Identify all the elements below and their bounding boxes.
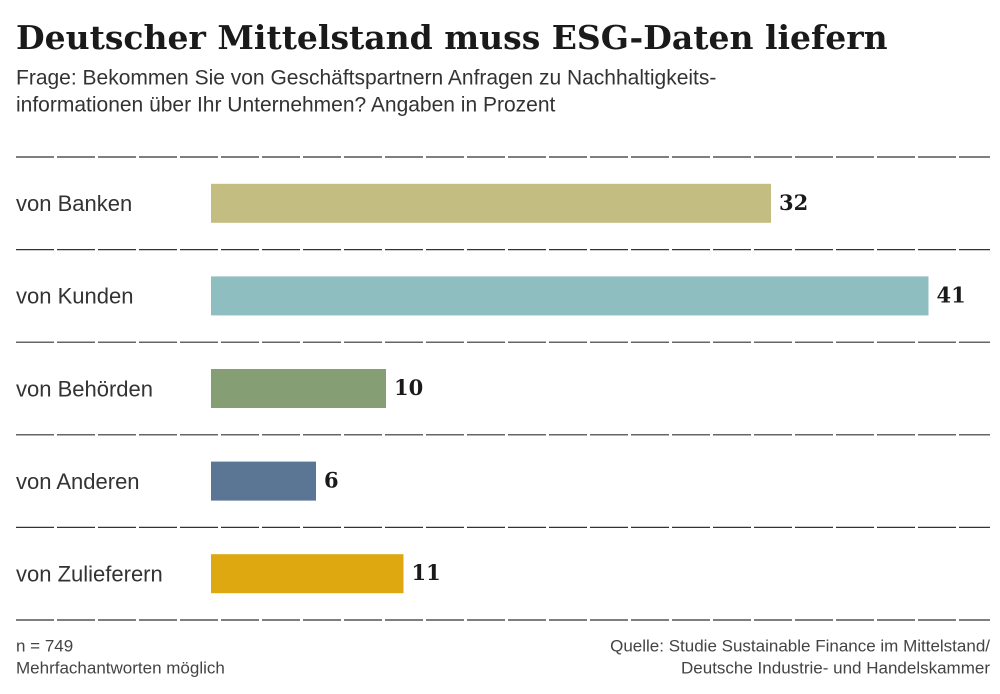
category-label: von Banken bbox=[16, 191, 132, 216]
source: Deutsche Industrie- und Handelskammer bbox=[681, 658, 990, 677]
value-label: 32 bbox=[779, 190, 808, 215]
category-label: von Kunden bbox=[16, 284, 133, 309]
subtitle: informationen über Ihr Unternehmen? Anga… bbox=[16, 94, 556, 117]
bar bbox=[211, 461, 316, 501]
source: Quelle: Studie Sustainable Finance im Mi… bbox=[610, 636, 990, 655]
note: n = 749 bbox=[16, 636, 73, 655]
value-label: 11 bbox=[412, 560, 441, 585]
value-label: 6 bbox=[324, 468, 339, 493]
subtitle: Frage: Bekommen Sie von Geschäftspartner… bbox=[16, 67, 716, 90]
chart-title: Deutscher Mittelstand muss ESG-Daten lie… bbox=[16, 18, 888, 57]
category-label: von Anderen bbox=[16, 469, 140, 494]
category-label: von Zulieferern bbox=[16, 562, 163, 587]
bar bbox=[211, 554, 404, 594]
value-label: 10 bbox=[394, 375, 423, 400]
category-label: von Behörden bbox=[16, 376, 153, 401]
value-label: 41 bbox=[937, 282, 966, 307]
bar bbox=[211, 369, 386, 408]
note: Mehrfachantworten möglich bbox=[16, 658, 225, 677]
bar bbox=[211, 276, 929, 316]
bar bbox=[211, 183, 771, 223]
